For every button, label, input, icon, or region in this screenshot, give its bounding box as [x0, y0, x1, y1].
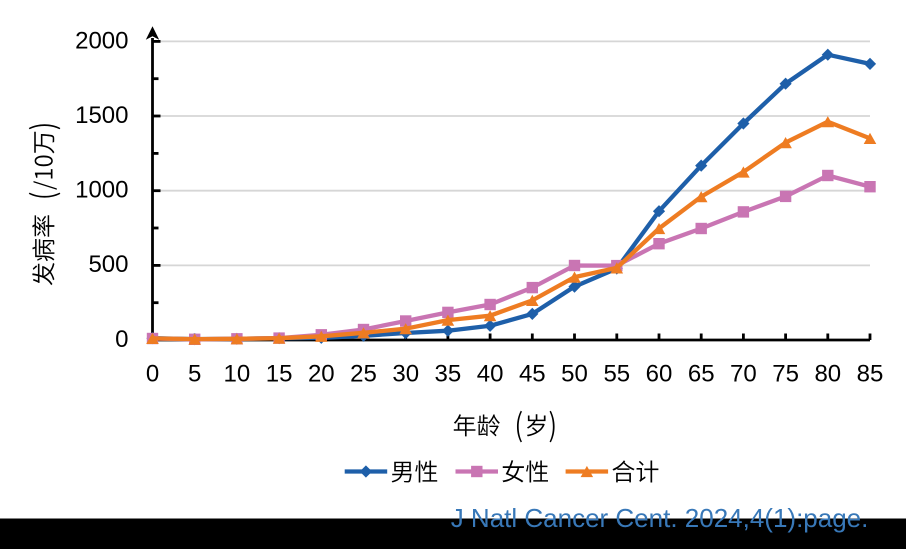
svg-text:55: 55 [603, 361, 630, 388]
svg-text:15: 15 [266, 361, 293, 388]
svg-text:45: 45 [519, 361, 546, 388]
svg-text:1500: 1500 [75, 102, 128, 129]
svg-text:0: 0 [115, 326, 128, 353]
svg-text:500: 500 [88, 251, 128, 278]
svg-text:25: 25 [350, 361, 377, 388]
svg-text:J Natl Cancer Cent. 2024,4(1):: J Natl Cancer Cent. 2024,4(1):page. [451, 503, 869, 533]
svg-text:80: 80 [814, 361, 841, 388]
svg-text:5: 5 [188, 361, 201, 388]
svg-text:30: 30 [392, 361, 419, 388]
svg-text:0: 0 [146, 361, 159, 388]
svg-text:65: 65 [688, 361, 715, 388]
svg-text:70: 70 [730, 361, 757, 388]
svg-text:40: 40 [477, 361, 504, 388]
svg-text:10: 10 [224, 361, 251, 388]
svg-text:20: 20 [308, 361, 335, 388]
svg-text:85: 85 [857, 361, 884, 388]
svg-text:50: 50 [561, 361, 588, 388]
svg-text:60: 60 [646, 361, 673, 388]
svg-text:2000: 2000 [75, 27, 128, 54]
svg-text:1000: 1000 [75, 177, 128, 204]
svg-text:35: 35 [435, 361, 462, 388]
svg-text:75: 75 [772, 361, 799, 388]
